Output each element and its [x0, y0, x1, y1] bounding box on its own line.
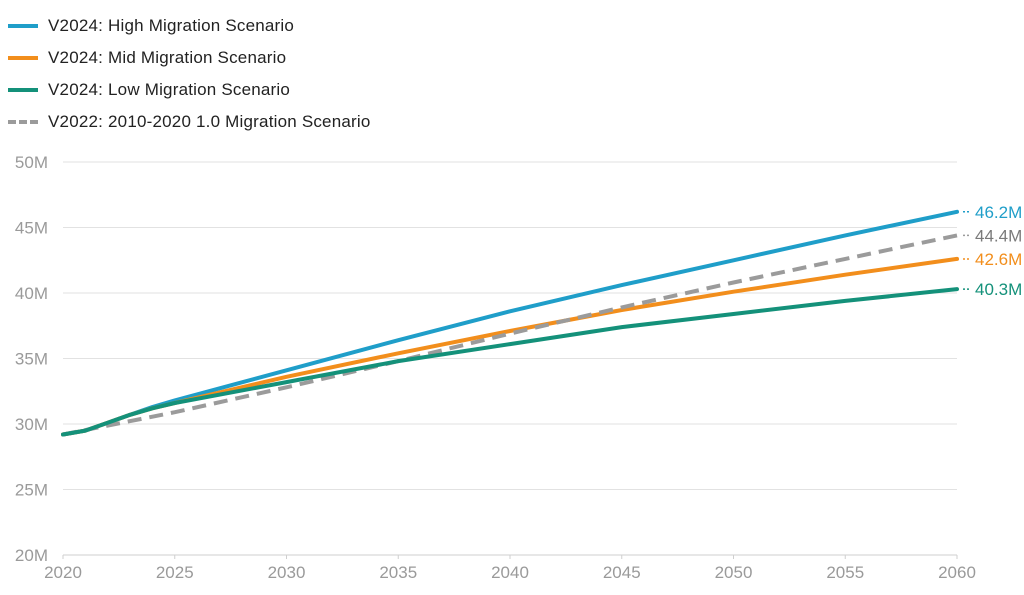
- x-axis-ticks: 2020 2025 2030 2035 2040 2045 2050 2055 2060: [44, 555, 976, 582]
- x-tick-label: 2030: [268, 563, 306, 582]
- y-tick-label: 35M: [15, 350, 48, 369]
- x-tick-label: 2050: [715, 563, 753, 582]
- y-tick-label: 20M: [15, 546, 48, 565]
- y-axis-ticks: 20M 25M 30M 35M 40M 45M 50M: [15, 153, 48, 565]
- legend-item: V2022: 2010-2020 1.0 Migration Scenario: [8, 106, 371, 138]
- x-tick-label: 2035: [379, 563, 417, 582]
- x-tick-label: 2025: [156, 563, 194, 582]
- x-tick-label: 2060: [938, 563, 976, 582]
- legend-label: V2024: Low Migration Scenario: [48, 80, 291, 99]
- y-tick-label: 25M: [15, 481, 48, 500]
- end-label-0: 46.2M: [975, 203, 1022, 222]
- y-tick-label: 45M: [15, 219, 48, 238]
- legend-swatch: [8, 56, 38, 60]
- end-label-3: 44.4M: [975, 226, 1022, 245]
- x-tick-label: 2020: [44, 563, 82, 582]
- x-tick-label: 2040: [491, 563, 529, 582]
- legend: V2024: High Migration Scenario V2024: Mid…: [8, 10, 371, 138]
- x-tick-label: 2055: [826, 563, 864, 582]
- series-lines: [61, 209, 959, 437]
- legend-label: V2024: Mid Migration Scenario: [48, 48, 287, 67]
- series-line-0: [61, 209, 959, 437]
- legend-item: V2024: Low Migration Scenario: [8, 74, 371, 106]
- end-labels: 46.2M 42.6M 40.3M 44.4M: [963, 203, 1022, 299]
- gridlines: [63, 161, 957, 556]
- legend-label: V2022: 2010-2020 1.0 Migration Scenario: [48, 112, 371, 131]
- series-line-3: [62, 233, 958, 437]
- legend-label: V2024: High Migration Scenario: [48, 16, 295, 35]
- series-line-2: [61, 287, 959, 437]
- y-tick-label: 30M: [15, 415, 48, 434]
- legend-item: V2024: Mid Migration Scenario: [8, 42, 371, 74]
- legend-swatch: [8, 120, 38, 124]
- legend-swatch: [8, 24, 38, 28]
- y-tick-label: 40M: [15, 284, 48, 303]
- legend-item: V2024: High Migration Scenario: [8, 10, 371, 42]
- x-tick-label: 2045: [603, 563, 641, 582]
- legend-swatch: [8, 88, 38, 92]
- y-tick-label: 50M: [15, 153, 48, 172]
- end-label-2: 40.3M: [975, 280, 1022, 299]
- end-label-1: 42.6M: [975, 250, 1022, 269]
